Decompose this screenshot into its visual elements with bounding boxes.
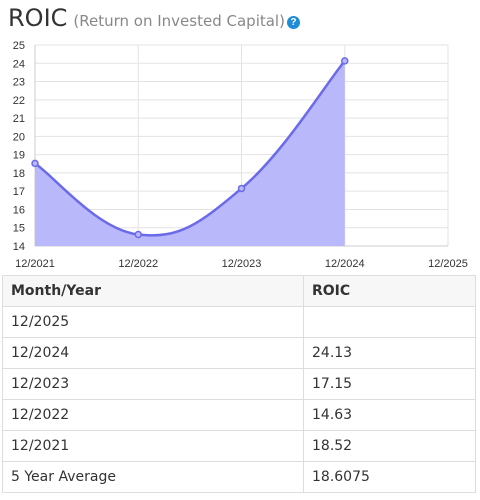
table-row: 12/2022 14.63 bbox=[2, 399, 476, 431]
x-tick-label: 12/2023 bbox=[222, 258, 262, 270]
table-row: 12/2025 bbox=[2, 306, 476, 338]
month-year-cell: 12/2024 bbox=[2, 337, 304, 369]
roic-area bbox=[35, 60, 345, 246]
y-tick-label: 16 bbox=[13, 204, 25, 216]
y-tick-label: 21 bbox=[13, 113, 25, 125]
month-year-cell: 12/2023 bbox=[2, 368, 304, 400]
month-year-cell: 12/2022 bbox=[2, 399, 304, 431]
month-year-cell: 5 Year Average bbox=[2, 461, 304, 493]
x-tick-label: 12/2025 bbox=[428, 258, 468, 270]
table-row: 5 Year Average 18.6075 bbox=[2, 461, 476, 493]
roic-value-cell: 24.13 bbox=[303, 337, 476, 369]
y-tick-label: 20 bbox=[13, 131, 25, 143]
y-tick-label: 14 bbox=[13, 241, 25, 253]
roic-value-cell: 18.6075 bbox=[303, 461, 476, 493]
data-point bbox=[31, 159, 39, 168]
y-tick-label: 15 bbox=[13, 223, 25, 235]
data-point bbox=[237, 184, 246, 193]
roic-chart-svg: 14 15 16 17 18 19 20 21 22 23 24 25 12/2021 12/2022 12… bbox=[13, 40, 468, 270]
table-row: 12/2023 17.15 bbox=[2, 368, 476, 400]
y-tick-label: 18 bbox=[13, 168, 25, 180]
x-tick-label: 12/2021 bbox=[15, 258, 55, 270]
month-year-cell: 12/2025 bbox=[2, 306, 304, 338]
roic-value-cell bbox=[303, 306, 476, 338]
table-row: 12/2021 18.52 bbox=[2, 430, 476, 462]
roic-table: Month/Year ROIC 12/2025 12/2024 24.13 12… bbox=[2, 275, 476, 493]
y-tick-label: 25 bbox=[13, 40, 25, 52]
month-year-cell: 12/2021 bbox=[2, 430, 304, 462]
y-tick-label: 22 bbox=[13, 95, 25, 107]
x-tick-label: 12/2022 bbox=[118, 258, 158, 270]
y-tick-label: 24 bbox=[13, 58, 25, 70]
chart-subtitle: (Return on Invested Capital) bbox=[73, 12, 285, 30]
roic-value-cell: 14.63 bbox=[303, 399, 476, 431]
data-point bbox=[341, 57, 349, 65]
month-year-header: Month/Year bbox=[2, 275, 304, 307]
y-tick-label: 19 bbox=[13, 150, 25, 162]
chart-title: ROIC bbox=[8, 4, 68, 32]
data-point bbox=[134, 230, 142, 239]
roic-header: ROIC bbox=[303, 275, 476, 307]
y-tick-label: 17 bbox=[13, 186, 25, 198]
help-icon[interactable]: ? bbox=[286, 16, 300, 29]
roic-chart: 14 15 16 17 18 19 20 21 22 23 24 25 12/2021 12/2022 12… bbox=[0, 34, 480, 272]
y-tick-label: 23 bbox=[13, 77, 25, 89]
roic-line bbox=[34, 60, 346, 237]
table-row: 12/2024 24.13 bbox=[2, 337, 476, 369]
table-header-row: Month/Year ROIC bbox=[2, 275, 476, 307]
chart-header: ROIC (Return on Invested Capital) ? bbox=[8, 4, 300, 34]
x-tick-label: 12/2024 bbox=[325, 258, 365, 270]
roic-value-cell: 17.15 bbox=[303, 368, 476, 400]
roic-value-cell: 18.52 bbox=[303, 430, 476, 462]
